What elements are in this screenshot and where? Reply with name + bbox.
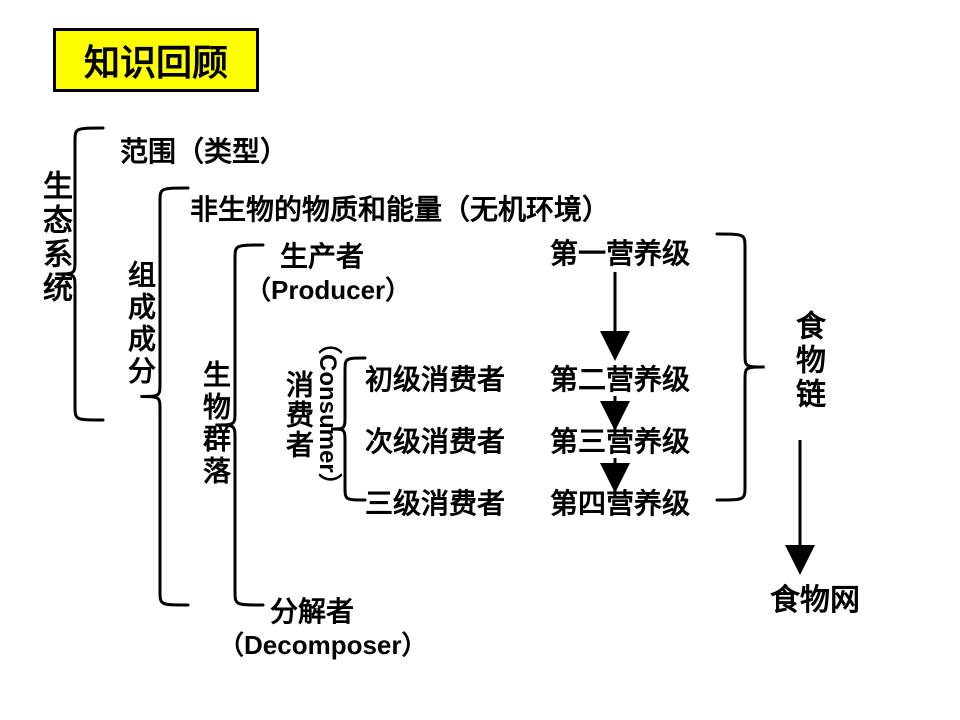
label-trophic-1: 第一营养级 (550, 232, 690, 272)
label-trophic-4: 第四营养级 (550, 482, 690, 522)
label-producer-cn: 生产者 (280, 235, 364, 275)
label-consumer-en: （Consumer） (310, 330, 345, 497)
label-producer-en: （Producer） (245, 270, 411, 307)
label-abiotic: 非生物的物质和能量（无机环境） (190, 188, 610, 228)
label-trophic-3: 第三营养级 (550, 420, 690, 460)
label-secondary-consumer: 次级消费者 (365, 420, 505, 460)
label-scope: 范围（类型） (120, 130, 288, 170)
label-root: 生态系统 (32, 170, 76, 306)
label-community: 生物群落 (195, 360, 235, 488)
title-text: 知识回顾 (84, 34, 228, 86)
label-food-web: 食物网 (770, 575, 860, 619)
label-components: 组成成分 (120, 260, 160, 388)
label-primary-consumer: 初级消费者 (365, 358, 505, 398)
label-trophic-2: 第二营养级 (550, 358, 690, 398)
components-brace (140, 188, 188, 605)
label-tertiary-consumer: 三级消费者 (365, 482, 505, 522)
label-decomposer-en: （Decomposer） (218, 625, 428, 662)
title-box: 知识回顾 (53, 28, 259, 92)
label-decomposer-cn: 分解者 (270, 590, 354, 630)
label-food-chain: 食物链 (785, 310, 829, 412)
trophic-brace (717, 234, 765, 500)
